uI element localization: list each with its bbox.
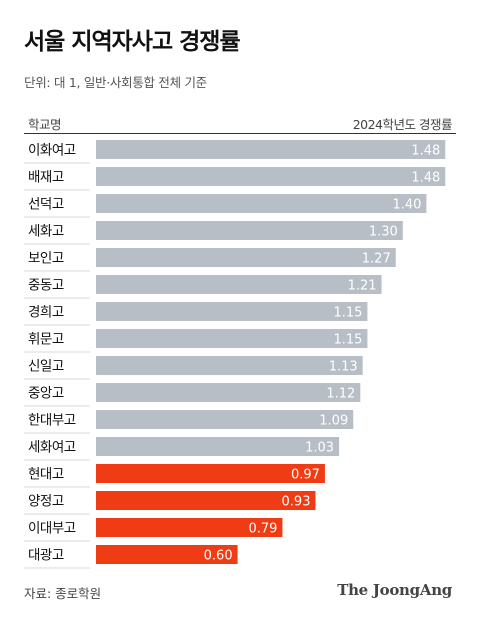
value-label: 1.27 (362, 252, 391, 267)
value-label: 1.09 (319, 414, 348, 429)
value-label: 0.97 (291, 468, 320, 483)
bar (96, 329, 368, 348)
category-label: 신일고 (28, 359, 64, 375)
value-label: 0.60 (204, 549, 233, 564)
value-label: 1.40 (392, 198, 421, 213)
bar (96, 491, 316, 510)
category-label: 이대부고 (28, 521, 76, 537)
value-label: 1.15 (333, 306, 362, 321)
category-label: 중동고 (28, 278, 64, 294)
category-label: 현대고 (28, 467, 64, 483)
value-label: 0.79 (248, 522, 277, 537)
chart-title: 서울 지역자사고 경쟁률 (24, 29, 241, 55)
value-label: 1.21 (348, 279, 377, 294)
category-label: 이화여고 (28, 143, 76, 159)
value-label: 0.93 (282, 495, 311, 510)
value-label: 1.48 (411, 144, 440, 159)
bar (96, 518, 283, 537)
bar (96, 383, 361, 402)
bar (96, 545, 238, 564)
category-label: 한대부고 (28, 413, 76, 429)
category-label: 양정고 (28, 494, 64, 510)
bar (96, 464, 325, 483)
bar (96, 302, 368, 321)
bar (96, 248, 396, 267)
value-label: 1.30 (369, 225, 398, 240)
category-label: 중앙고 (28, 386, 64, 402)
category-label: 경희고 (28, 305, 64, 321)
value-label: 1.48 (411, 171, 440, 186)
column-header-ratio: 2024학년도 경쟁률 (352, 117, 453, 132)
value-label: 1.15 (333, 333, 362, 348)
bar (96, 275, 382, 294)
category-label: 휘문고 (28, 332, 64, 348)
bar (96, 221, 403, 240)
bar (96, 356, 363, 375)
category-label: 대광고 (28, 548, 64, 564)
column-header-school: 학교명 (28, 117, 62, 132)
chart-subtitle: 단위: 대 1, 일반·사회통합 전체 기준 (24, 75, 207, 90)
category-label: 세화여고 (28, 440, 76, 456)
bar (96, 410, 354, 429)
category-label: 보인고 (28, 251, 64, 267)
header-divider (24, 133, 456, 134)
category-label: 세화고 (28, 224, 64, 240)
bar (96, 194, 427, 213)
value-label: 1.03 (305, 441, 334, 456)
brand-logo: The JoongAng (337, 581, 452, 599)
bar (96, 140, 446, 159)
category-label: 배재고 (28, 170, 64, 186)
bar (96, 167, 446, 186)
bar (96, 437, 340, 456)
value-label: 1.12 (326, 387, 355, 402)
category-label: 선덕고 (28, 197, 64, 213)
source-note: 자료: 종로학원 (24, 586, 102, 601)
value-label: 1.13 (329, 360, 358, 375)
